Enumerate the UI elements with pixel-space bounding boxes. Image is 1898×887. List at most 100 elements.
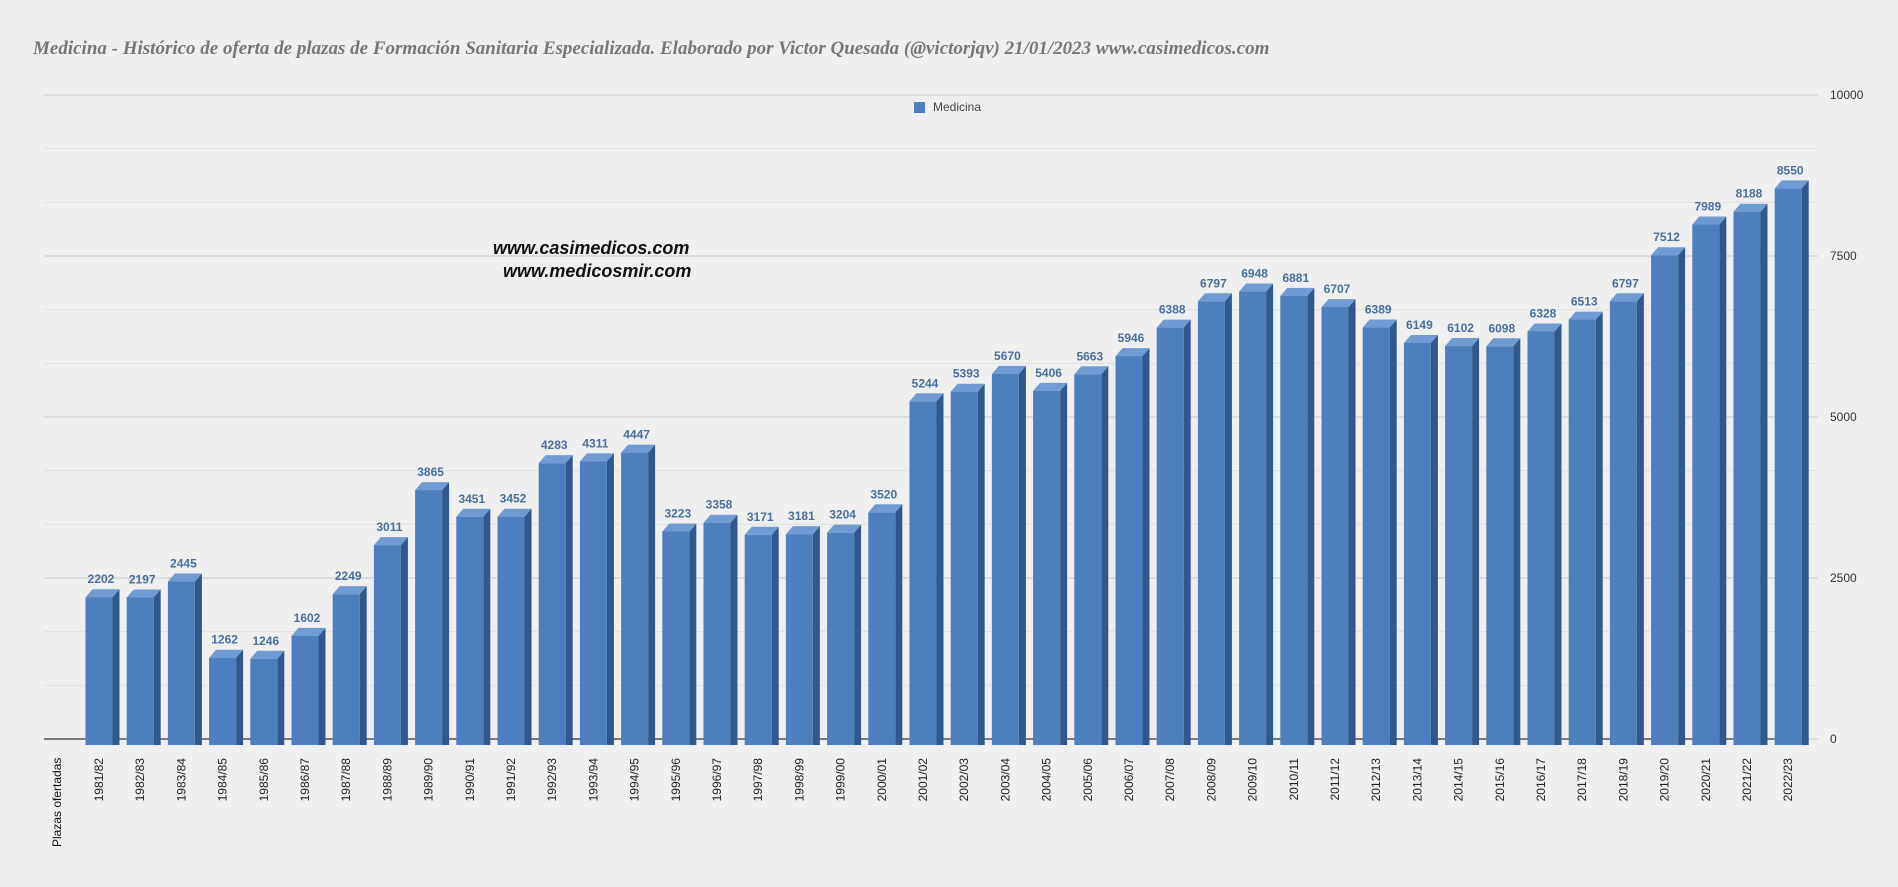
bar-top (1774, 180, 1809, 189)
x-tick-label: 1991/92 (504, 758, 518, 802)
bar-side (1554, 323, 1562, 745)
bar-top (1403, 335, 1438, 344)
bar (1156, 327, 1184, 745)
x-tick-label: 2000/01 (875, 758, 889, 802)
bar-top (1486, 338, 1521, 347)
data-label: 5670 (994, 349, 1021, 363)
x-tick-label: 2007/08 (1163, 758, 1177, 802)
bar-top (785, 526, 820, 535)
bar-side (1224, 293, 1232, 745)
x-tick-label: 1982/83 (133, 758, 147, 802)
data-label: 6149 (1406, 318, 1433, 332)
bar-side (1430, 335, 1438, 745)
x-tick-label: 2001/02 (916, 758, 930, 802)
bar-top (332, 586, 367, 595)
chart-title: Medicina - Histórico de oferta de plazas… (33, 38, 1270, 59)
bar (703, 522, 731, 745)
data-label: 6948 (1241, 267, 1268, 281)
x-tick-label: 2020/21 (1699, 758, 1713, 802)
bar-top (1280, 287, 1315, 296)
data-label: 7512 (1653, 230, 1680, 244)
bar-side (895, 504, 903, 745)
bar-side (565, 455, 573, 745)
data-label: 5393 (953, 367, 980, 381)
bar (909, 401, 937, 745)
data-label: 5663 (1076, 349, 1103, 363)
bar (1033, 390, 1061, 745)
x-tick-label: 2002/03 (957, 758, 971, 802)
bar-top (827, 524, 862, 533)
x-tick-label: 2010/11 (1287, 758, 1301, 801)
bar-top (1074, 366, 1109, 375)
bar-side (771, 526, 779, 745)
bar-side (689, 523, 697, 745)
data-label: 2249 (335, 569, 362, 583)
data-label: 3181 (788, 509, 815, 523)
bar-side (1060, 382, 1068, 745)
data-label: 7989 (1694, 200, 1721, 214)
x-tick-label: 1996/97 (710, 758, 724, 802)
x-tick-label: 2008/09 (1204, 758, 1218, 802)
bar (85, 597, 113, 745)
x-tick-label: 1992/93 (545, 758, 559, 802)
bar-top (1568, 311, 1603, 320)
y-tick-label: 7500 (1830, 249, 1857, 263)
data-label: 4447 (623, 428, 650, 442)
bar (1115, 356, 1143, 745)
value-labels: 2202 2197 2445 1262 1246 1602 2249 3011 3865 3451… (88, 163, 1804, 647)
x-axis: 1981/82 1982/83 1983/84 1984/85 1985/86 1986/… (92, 758, 1795, 802)
data-label: 1602 (294, 611, 321, 625)
bar-top (497, 508, 532, 517)
bar-side (524, 508, 532, 745)
bar-top (1239, 283, 1274, 292)
x-tick-label: 2004/05 (1040, 758, 1054, 802)
data-label: 6098 (1488, 321, 1515, 335)
bar (1733, 211, 1761, 745)
data-label: 4311 (582, 436, 608, 450)
data-label: 8188 (1736, 187, 1763, 201)
x-tick-label: 2015/16 (1493, 758, 1507, 802)
bar (1239, 291, 1267, 745)
x-tick-label: 2003/04 (998, 758, 1012, 802)
bar-side (812, 526, 820, 745)
data-label: 1246 (252, 634, 279, 648)
x-tick-label: 2006/07 (1122, 758, 1136, 802)
bar (991, 373, 1019, 745)
bar (1197, 301, 1225, 745)
bar-side (936, 393, 944, 745)
bar-top (1197, 293, 1232, 302)
bar-side (153, 589, 161, 745)
bar (415, 490, 443, 745)
y-tick-label: 5000 (1830, 410, 1857, 424)
data-label: 3358 (706, 498, 733, 512)
bar-side (1595, 311, 1603, 745)
bar-top (1115, 348, 1150, 357)
bar-top (1156, 319, 1191, 328)
data-label: 2445 (170, 557, 197, 571)
data-label: 5244 (912, 376, 939, 390)
bar-top (1362, 319, 1397, 328)
y-tick-label: 10000 (1830, 88, 1864, 102)
bar (1321, 307, 1349, 745)
bars (85, 180, 1809, 745)
data-label: 5406 (1035, 366, 1062, 380)
x-tick-label: 2009/10 (1246, 758, 1260, 802)
data-label: 6102 (1447, 321, 1474, 335)
bar-top (415, 482, 450, 491)
x-tick-label: 2022/23 (1781, 758, 1795, 802)
y-tick-label: 0 (1830, 732, 1837, 746)
x-tick-label: 1981/82 (92, 758, 106, 802)
bar-top (167, 573, 202, 582)
bar-side (1183, 319, 1191, 745)
bar-side (194, 573, 202, 745)
bar-top (868, 504, 903, 513)
x-tick-label: 2019/20 (1658, 758, 1672, 802)
bar-top (85, 589, 120, 598)
bar (538, 463, 566, 745)
bar-top (1527, 323, 1562, 332)
x-tick-label: 2011/12 (1328, 758, 1342, 801)
x-tick-label: 1987/88 (339, 758, 353, 802)
data-label: 2197 (129, 573, 156, 587)
bar-side (1801, 180, 1809, 745)
